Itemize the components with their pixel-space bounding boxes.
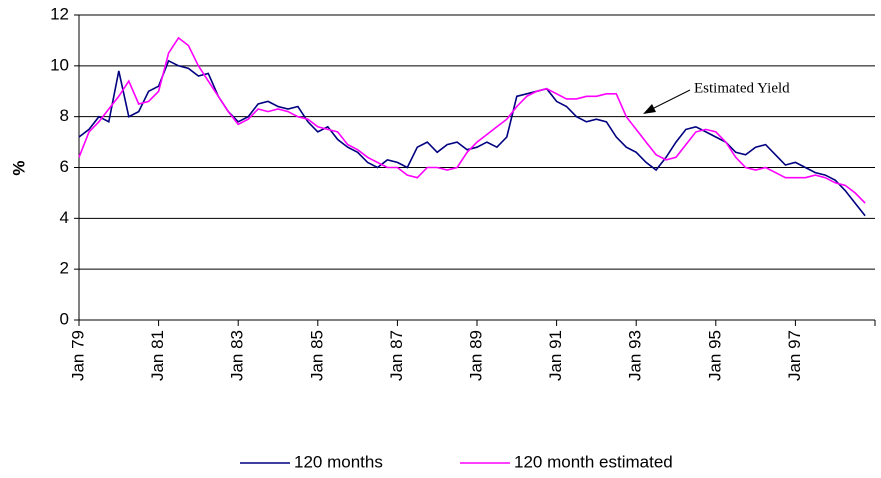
y-tick-label: 2	[60, 259, 69, 278]
series-line	[78, 59, 866, 217]
legend-label: 120 months	[294, 452, 383, 471]
x-tick-label: Jan 85	[307, 330, 326, 381]
x-tick-label: Jan 83	[228, 330, 247, 381]
x-tick-label: Jan 81	[148, 330, 167, 381]
y-tick-label: 0	[60, 309, 69, 328]
x-tick-label: Jan 97	[785, 330, 804, 381]
annotation: Estimated Yield	[694, 80, 790, 96]
x-tick-label: Jan 91	[546, 330, 565, 381]
x-tick-label: Jan 79	[68, 330, 87, 381]
legend-label: 120 month estimated	[514, 452, 673, 471]
y-axis-label: %	[9, 160, 28, 175]
series-line	[78, 36, 866, 204]
x-tick-label: Jan 87	[387, 330, 406, 381]
x-tick-label: Jan 93	[626, 330, 645, 381]
x-tick-label: Jan 89	[466, 330, 485, 381]
y-tick-label: 10	[50, 55, 69, 74]
y-tick-label: 6	[60, 157, 69, 176]
y-tick-label: 8	[60, 106, 69, 125]
annotation-arrowhead	[643, 104, 656, 114]
annotation-arrow	[647, 89, 691, 112]
x-tick-label: Jan 95	[705, 330, 724, 381]
y-tick-label: 4	[60, 208, 69, 227]
y-tick-label: 12	[50, 4, 69, 23]
